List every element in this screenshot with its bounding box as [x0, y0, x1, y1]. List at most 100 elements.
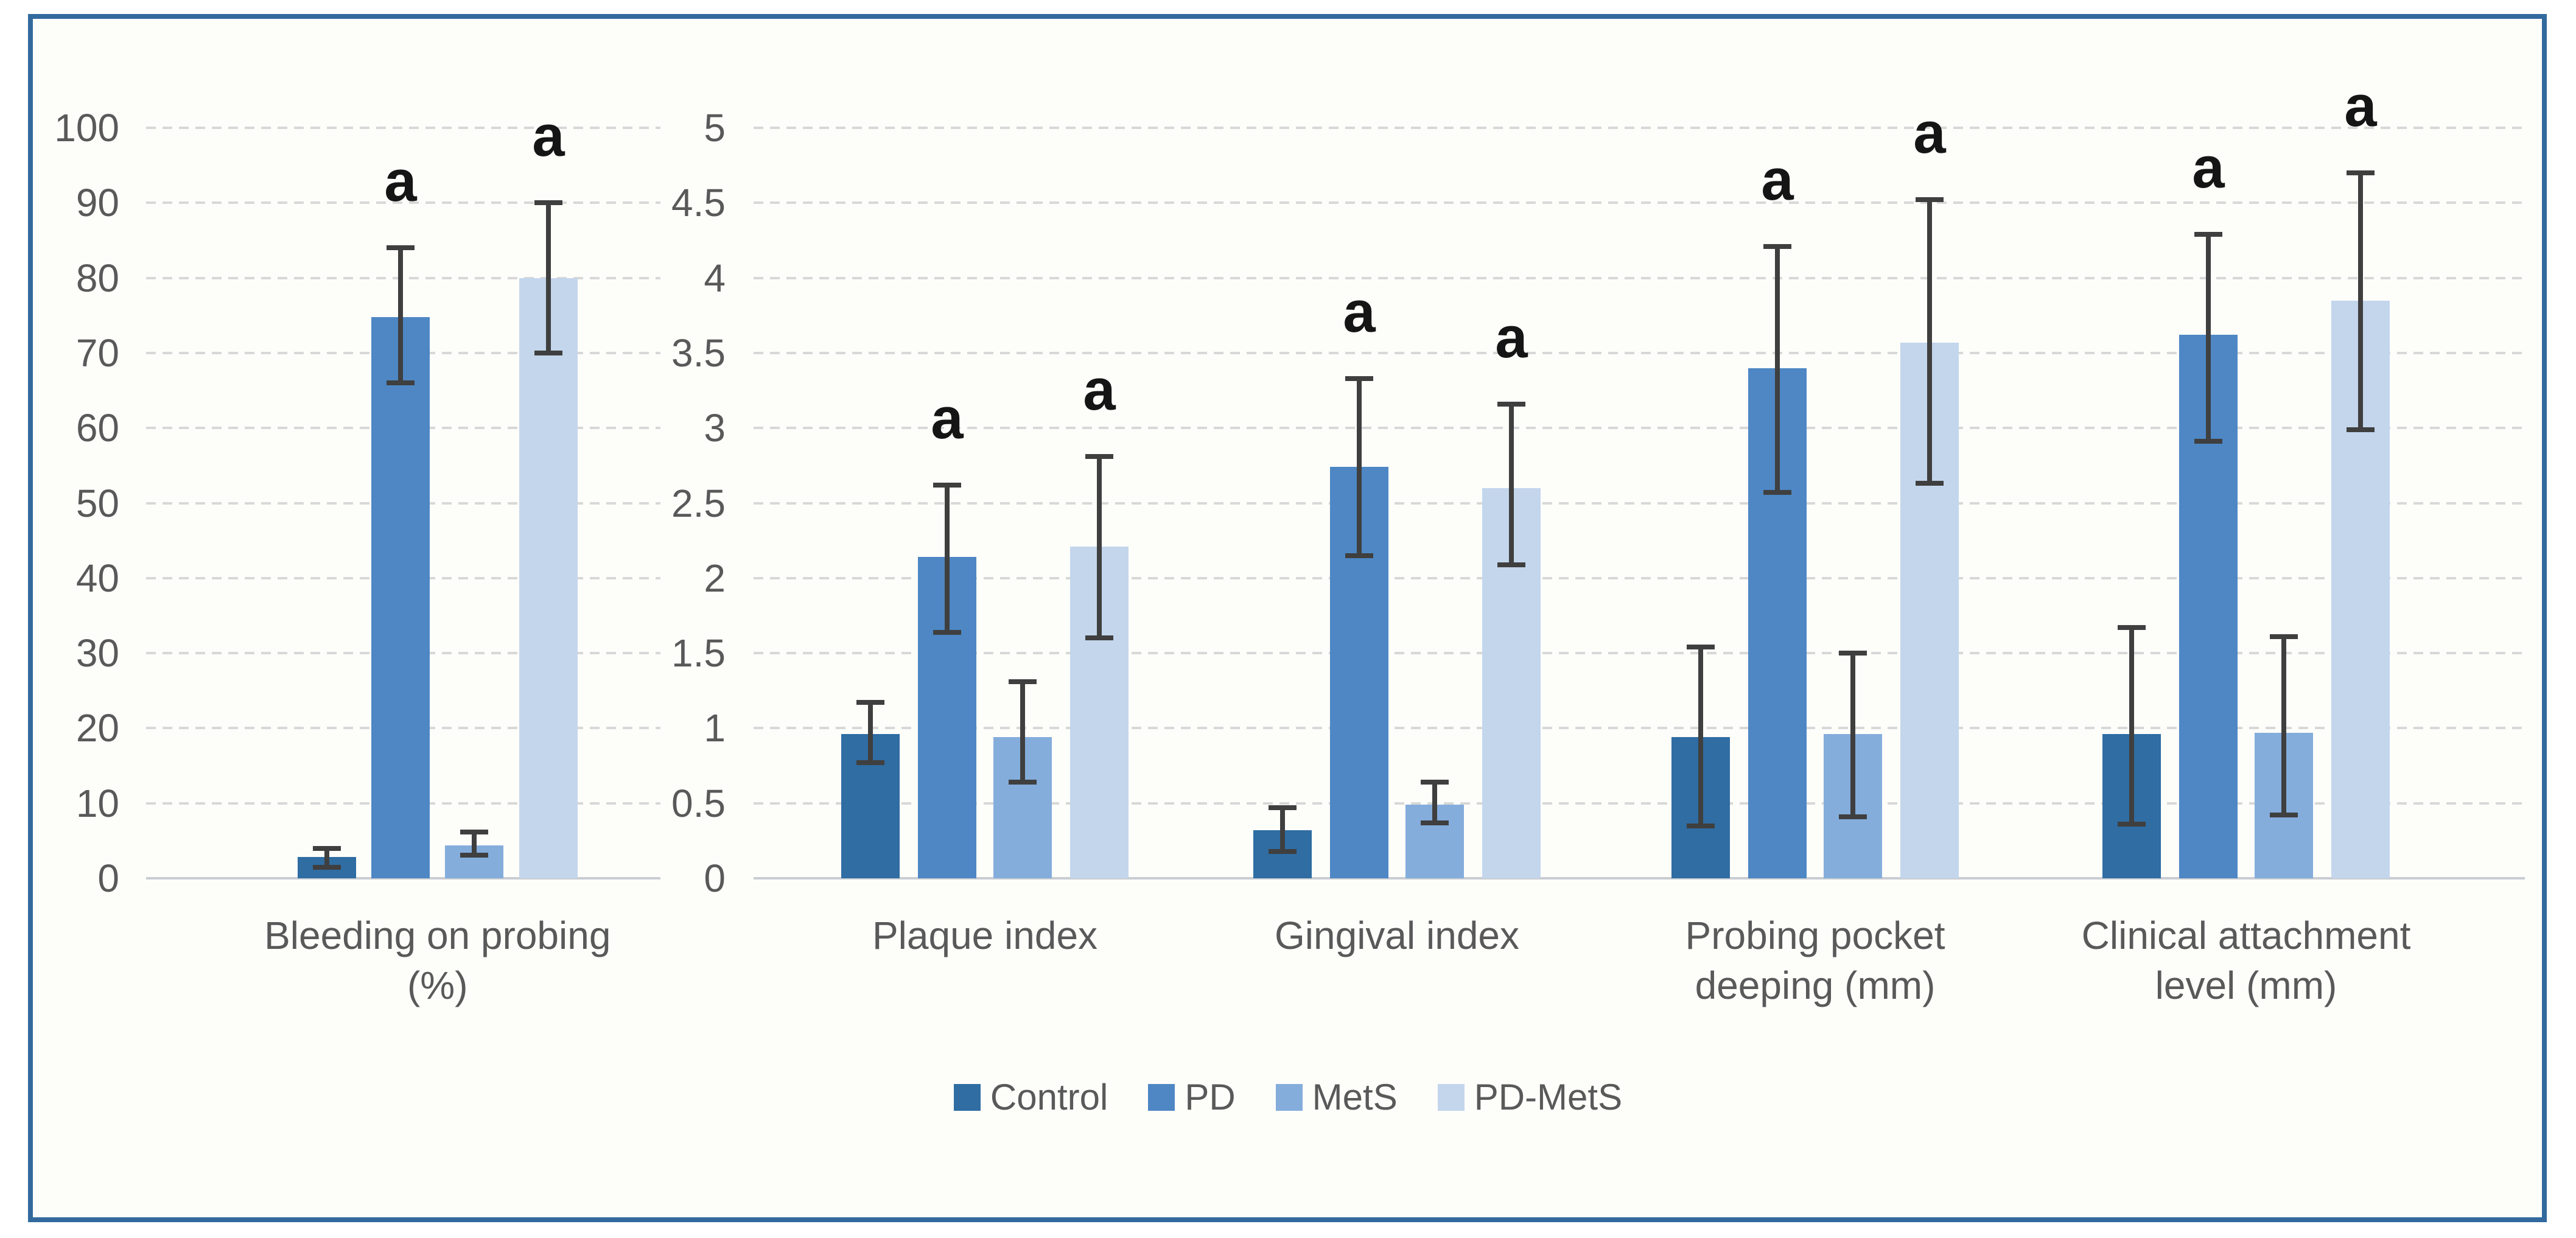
- error-bar-line: [546, 203, 551, 353]
- error-bar-cap-bottom: [1687, 823, 1715, 828]
- error-bar-cap-top: [1345, 376, 1373, 381]
- legend-item-control: Control: [953, 1076, 1108, 1118]
- sig-marker-a: a: [1761, 147, 1794, 212]
- gridline: [754, 652, 2525, 655]
- error-bar-line: [1280, 808, 1285, 852]
- error-bar-line: [1097, 456, 1102, 638]
- legend-item-mets: MetS: [1275, 1076, 1398, 1118]
- y-axis-tick-label: 4.5: [671, 181, 726, 225]
- error-bar-cap-bottom: [933, 629, 961, 635]
- error-bar-line: [2281, 636, 2286, 816]
- error-bar-line: [1698, 647, 1703, 826]
- error-bar-cap-bottom: [1085, 635, 1113, 641]
- error-bar-line: [1357, 378, 1362, 556]
- x-axis-line: [146, 877, 660, 880]
- error-bar-cap-bottom: [2270, 813, 2298, 818]
- error-bar-cap-top: [2194, 232, 2222, 237]
- sig-marker-a: a: [1495, 304, 1528, 370]
- sig-marker-a: a: [2344, 73, 2377, 139]
- error-bar-cap-top: [1916, 197, 1944, 203]
- error-bar-cap-bottom: [2194, 439, 2222, 444]
- sig-marker-a: a: [931, 385, 964, 451]
- error-bar-cap-bottom: [460, 852, 488, 858]
- error-bar-line: [2358, 172, 2363, 430]
- gridline: [754, 351, 2525, 354]
- error-bar-line: [1432, 782, 1437, 823]
- gridline: [754, 727, 2525, 730]
- legend-item-pd: PD: [1148, 1076, 1236, 1118]
- error-bar-line: [324, 848, 329, 867]
- y-axis-tick-label: 20: [75, 706, 119, 750]
- legend-label: PD-MetS: [1474, 1077, 1623, 1117]
- error-bar-cap-bottom: [313, 864, 341, 870]
- y-axis-tick-label: 30: [75, 631, 119, 676]
- y-axis-tick-label: 0: [704, 856, 726, 900]
- y-axis-tick-label: 4: [704, 256, 726, 300]
- error-bar-cap-bottom: [856, 760, 884, 766]
- y-axis-tick-label: 3.5: [671, 330, 726, 375]
- error-bar-cap-top: [2270, 634, 2298, 639]
- error-bar-cap-bottom: [1497, 562, 1525, 567]
- error-bar-cap-bottom: [1916, 481, 1944, 486]
- error-bar-cap-bottom: [534, 350, 562, 355]
- sig-marker-a: a: [2192, 135, 2225, 201]
- y-axis-tick-label: 80: [75, 256, 119, 300]
- gridline: [754, 276, 2525, 279]
- y-axis-tick-label: 10: [75, 781, 119, 825]
- y-axis-tick-label: 60: [75, 406, 119, 450]
- legend-swatch-pd: [1148, 1083, 1175, 1111]
- error-bar-cap-bottom: [1345, 553, 1373, 558]
- error-bar-cap-top: [933, 482, 961, 488]
- gridline: [146, 127, 660, 129]
- y-axis-tick-label: 90: [75, 181, 119, 225]
- error-bar-cap-bottom: [2118, 822, 2146, 827]
- error-bar-cap-top: [1763, 243, 1791, 249]
- y-axis-tick-label: 2: [704, 556, 726, 600]
- error-bar-cap-bottom: [1763, 490, 1791, 495]
- y-axis-tick-label: 40: [75, 556, 119, 600]
- y-axis-tick-label: 100: [54, 106, 119, 150]
- y-axis-tick-label: 3: [704, 406, 726, 450]
- y-axis-tick-label: 1.5: [671, 631, 726, 676]
- error-bar-cap-top: [1687, 645, 1715, 650]
- sig-marker-a: a: [532, 103, 565, 169]
- category-label: Clinical attachment level (mm): [2081, 914, 2411, 1007]
- legend-label: PD: [1185, 1077, 1236, 1117]
- legend: Control PD MetS PD-MetS: [0, 1076, 2576, 1118]
- error-bar-cap-bottom: [1839, 814, 1867, 819]
- gridline: [146, 276, 660, 279]
- error-bar-cap-top: [856, 700, 884, 705]
- error-bar-cap-bottom: [387, 380, 415, 386]
- error-bar-line: [1020, 681, 1025, 783]
- legend-swatch-control: [953, 1083, 981, 1111]
- error-bar-line: [1850, 653, 1855, 817]
- gridline: [754, 502, 2525, 505]
- y-axis-tick-label: 70: [75, 330, 119, 375]
- error-bar-line: [1509, 404, 1514, 565]
- sig-marker-a: a: [1343, 279, 1376, 344]
- category-label: Probing pocket deeping (mm): [1685, 914, 1945, 1007]
- error-bar-line: [2206, 234, 2211, 442]
- error-bar-cap-top: [534, 200, 562, 206]
- y-axis-tick-label: 50: [75, 481, 119, 525]
- error-bar-line: [2129, 628, 2134, 825]
- legend-item-pd-mets: PD-MetS: [1437, 1076, 1623, 1118]
- error-bar-line: [472, 831, 477, 855]
- error-bar-cap-top: [1839, 651, 1867, 656]
- error-bar-cap-top: [387, 245, 415, 251]
- y-axis-tick-label: 0.5: [671, 781, 726, 825]
- error-bar-line: [1775, 246, 1780, 493]
- error-bar-cap-bottom: [1009, 780, 1037, 785]
- gridline: [754, 576, 2525, 579]
- error-bar-cap-top: [2118, 625, 2146, 631]
- sig-marker-a: a: [1083, 357, 1116, 423]
- error-bar-cap-top: [1421, 780, 1449, 785]
- error-bar-line: [868, 702, 873, 763]
- bar-pd: [371, 316, 430, 878]
- y-axis-tick-label: 2.5: [671, 481, 726, 525]
- error-bar-line: [398, 248, 403, 383]
- bar-pd-mets: [519, 278, 578, 878]
- x-axis-line: [754, 877, 2525, 880]
- error-bar-cap-bottom: [1421, 820, 1449, 825]
